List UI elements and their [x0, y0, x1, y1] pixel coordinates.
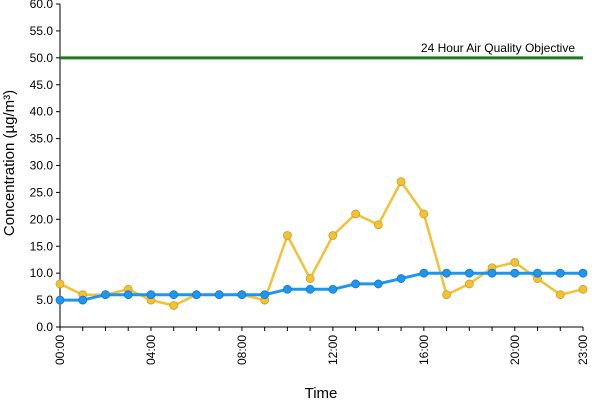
- series-1-point: [510, 257, 520, 267]
- series-2-point: [305, 284, 315, 294]
- series-2-point: [237, 290, 247, 300]
- x-tick-label: 00:00: [53, 335, 67, 365]
- y-tick-label: 10.0: [30, 266, 54, 280]
- x-tick-label: 23:00: [576, 335, 590, 365]
- series-2-point: [396, 274, 406, 283]
- x-tick-label: 12:00: [326, 335, 340, 365]
- x-tick-label: 16:00: [417, 335, 431, 365]
- series-2-point: [192, 290, 201, 300]
- series-2-point: [55, 295, 65, 305]
- series-2: [55, 268, 588, 305]
- y-tick-label: 45.0: [30, 78, 54, 92]
- x-axis-title: Time: [305, 385, 338, 400]
- series-2-point: [419, 268, 429, 278]
- series-1-point: [373, 220, 383, 230]
- y-tick-label: 60.0: [30, 0, 54, 11]
- series-2-point: [464, 268, 474, 278]
- series-1-point: [442, 290, 451, 300]
- series-2-point: [555, 268, 565, 278]
- x-tick-label: 20:00: [508, 335, 522, 365]
- series-2-point: [533, 268, 542, 278]
- y-tick-label: 30.0: [30, 159, 54, 173]
- y-tick-label: 25.0: [30, 185, 54, 199]
- series-2-point: [510, 268, 520, 278]
- x-tick-label: 04:00: [144, 335, 158, 365]
- y-axis-ticks: 0.0 5.0 10.0 15.0 20.0 25.0 30.0 35.0 40.0 45.0 50…: [30, 0, 60, 334]
- y-axis-title: Concentration (µg/m³): [1, 90, 18, 236]
- y-tick-label: 15.0: [30, 239, 54, 253]
- series-1-point: [555, 290, 565, 300]
- x-tick-label: 08:00: [235, 335, 249, 365]
- series-2-point: [373, 279, 383, 289]
- series-2-line: [60, 271, 583, 302]
- reference-line-group: 24 Hour Air Quality Objective: [60, 41, 583, 60]
- series-2-point: [260, 290, 270, 300]
- series-2-point: [328, 284, 338, 294]
- series-2-point: [78, 295, 88, 305]
- series-1-point: [464, 279, 474, 289]
- series-1-point: [396, 177, 406, 187]
- series-2-point: [169, 290, 179, 300]
- series-2-point: [101, 290, 110, 300]
- x-axis-ticks: 00:00 04:00 08:00 12:00 16:00 20:00 23:00: [53, 327, 590, 365]
- series-2-point: [578, 268, 588, 278]
- series-2-point: [282, 284, 292, 294]
- y-tick-label: 0.0: [36, 320, 53, 334]
- y-tick-label: 55.0: [30, 24, 54, 38]
- series-2-point: [214, 290, 224, 300]
- series-1-point: [169, 301, 179, 310]
- series-group: [55, 177, 588, 310]
- y-tick-label: 40.0: [30, 105, 54, 119]
- y-tick-label: 20.0: [30, 212, 54, 226]
- series-1-point: [419, 209, 429, 219]
- series-2-point: [442, 268, 451, 278]
- series-1-line: [59, 180, 584, 307]
- series-1-point: [351, 209, 361, 219]
- series-2-point: [146, 290, 156, 300]
- series-2-point: [351, 279, 361, 289]
- y-tick-label: 50.0: [30, 51, 54, 65]
- series-1-point: [578, 284, 588, 294]
- series-2-point: [123, 290, 133, 300]
- series-1-point: [55, 279, 65, 289]
- series-1-point: [328, 231, 338, 240]
- series-2-point: [487, 268, 497, 278]
- reference-line-label: 24 Hour Air Quality Objective: [421, 41, 575, 55]
- series-1-point: [305, 274, 315, 283]
- series-1-point: [282, 231, 292, 240]
- y-tick-label: 35.0: [30, 132, 54, 146]
- y-tick-label: 5.0: [36, 293, 53, 307]
